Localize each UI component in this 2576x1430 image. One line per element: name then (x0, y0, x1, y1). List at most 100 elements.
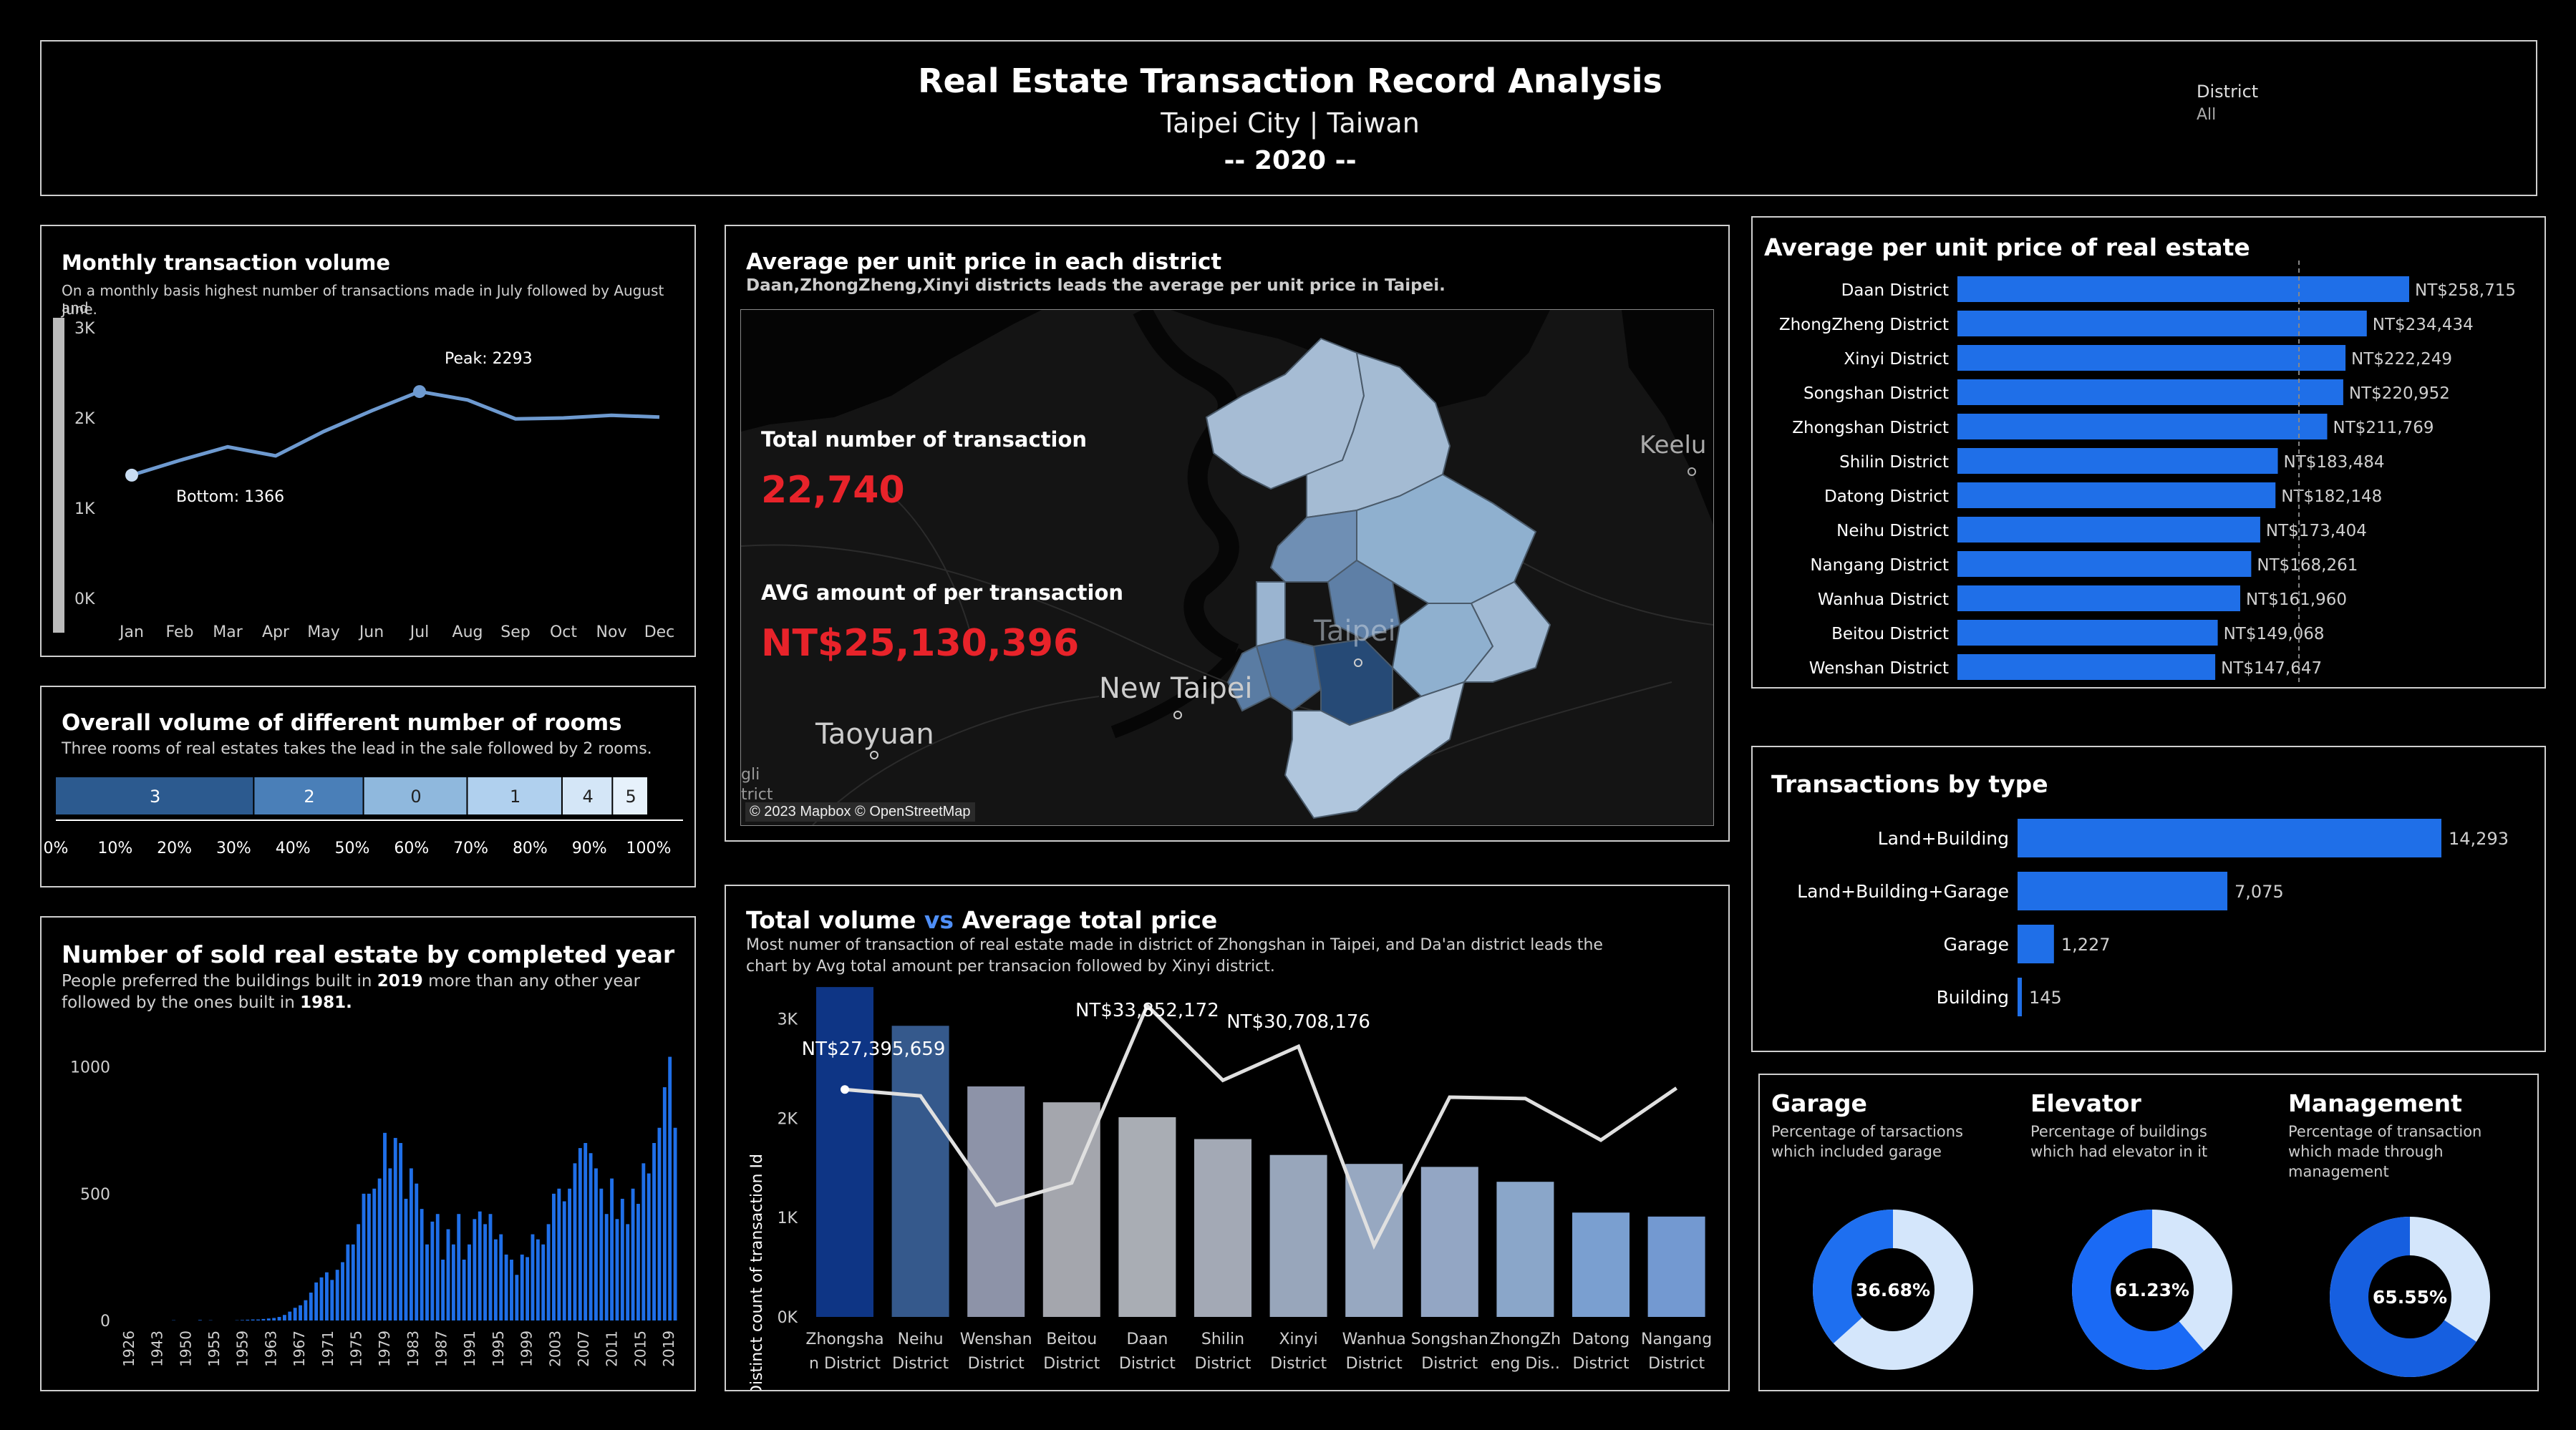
completed-year-bar[interactable] (319, 1277, 324, 1320)
completed-year-bar[interactable] (293, 1308, 297, 1320)
volume-bar[interactable] (1647, 1216, 1705, 1317)
completed-year-bar[interactable] (599, 1188, 604, 1320)
completed-year-bar[interactable] (446, 1229, 450, 1320)
volume-bar[interactable] (1496, 1182, 1554, 1317)
completed-year-bar[interactable] (393, 1137, 397, 1320)
completed-year-bar[interactable] (620, 1198, 624, 1320)
scroll-track[interactable] (53, 318, 64, 633)
donut-value-slice[interactable] (1813, 1210, 1893, 1344)
completed-year-bar[interactable] (526, 1257, 530, 1320)
map-attribution[interactable]: © 2023 Mapbox © OpenStreetMap (745, 802, 975, 822)
completed-year-bar[interactable] (673, 1127, 677, 1320)
avg-price-point[interactable] (841, 1085, 849, 1094)
completed-year-bar[interactable] (568, 1188, 572, 1320)
completed-year-bar[interactable] (388, 1168, 392, 1320)
completed-year-bar[interactable] (335, 1270, 339, 1320)
completed-year-bar[interactable] (657, 1127, 662, 1320)
type-bar[interactable] (2018, 978, 2023, 1016)
completed-year-bar[interactable] (510, 1259, 513, 1320)
unit-price-bar[interactable] (1957, 585, 2241, 611)
unit-price-bar[interactable] (1957, 448, 2278, 474)
unit-price-bar[interactable] (1957, 276, 2409, 302)
completed-year-bar[interactable] (573, 1163, 577, 1320)
completed-year-bar[interactable] (341, 1262, 344, 1320)
rooms-segment[interactable] (562, 777, 612, 814)
completed-year-bar[interactable] (377, 1178, 382, 1320)
completed-year-bar[interactable] (504, 1254, 508, 1320)
completed-year-bar[interactable] (531, 1234, 535, 1320)
completed-year-bar[interactable] (520, 1254, 524, 1320)
completed-year-bar[interactable] (473, 1219, 477, 1320)
completed-year-bar[interactable] (483, 1224, 488, 1320)
completed-year-bar[interactable] (557, 1188, 561, 1320)
completed-year-bar[interactable] (662, 1087, 667, 1320)
unit-price-bar[interactable] (1957, 482, 2276, 508)
completed-year-bar[interactable] (425, 1244, 429, 1320)
completed-year-bar[interactable] (441, 1259, 445, 1320)
unit-price-bar[interactable] (1957, 517, 2260, 543)
completed-year-bar[interactable] (383, 1132, 387, 1320)
completed-year-bar[interactable] (435, 1214, 440, 1320)
completed-year-bar[interactable] (515, 1275, 519, 1320)
completed-year-bar[interactable] (299, 1305, 302, 1320)
unit-price-bar[interactable] (1957, 311, 2367, 336)
completed-year-bar[interactable] (404, 1198, 408, 1320)
completed-year-bar[interactable] (552, 1193, 556, 1320)
completed-year-bar[interactable] (631, 1188, 635, 1320)
unit-price-bar[interactable] (1957, 654, 2216, 680)
completed-year-bar[interactable] (324, 1272, 329, 1320)
completed-year-bar[interactable] (399, 1143, 403, 1320)
completed-year-bar[interactable] (499, 1234, 503, 1320)
volume-bar[interactable] (816, 987, 873, 1317)
completed-year-bar[interactable] (288, 1311, 292, 1320)
rooms-segment[interactable] (254, 777, 363, 814)
unit-price-bar[interactable] (1957, 620, 2218, 646)
completed-year-bar[interactable] (636, 1204, 640, 1320)
completed-year-bar[interactable] (430, 1221, 435, 1320)
monthly-peak-point[interactable] (413, 385, 426, 399)
unit-price-bar[interactable] (1957, 551, 2252, 577)
rooms-segment[interactable] (56, 777, 253, 814)
map-view[interactable]: Keelu Taipei New Taipei Taoyuan gli tric… (740, 309, 1714, 826)
completed-year-bar[interactable] (277, 1317, 281, 1320)
completed-year-bar[interactable] (610, 1178, 614, 1320)
completed-year-bar[interactable] (314, 1282, 319, 1320)
unit-price-bar[interactable] (1957, 345, 2346, 371)
completed-year-bar[interactable] (309, 1293, 313, 1320)
completed-year-bar[interactable] (604, 1214, 609, 1320)
completed-year-bar[interactable] (536, 1239, 540, 1320)
type-bar[interactable] (2018, 819, 2441, 857)
completed-year-bar[interactable] (478, 1211, 482, 1320)
completed-year-bar[interactable] (562, 1201, 566, 1320)
type-bar[interactable] (2018, 872, 2228, 910)
volume-bar[interactable] (1194, 1139, 1251, 1317)
completed-year-bar[interactable] (457, 1214, 461, 1320)
district-filter-value[interactable]: All (2197, 106, 2217, 124)
completed-year-bar[interactable] (272, 1318, 276, 1320)
completed-year-bar[interactable] (420, 1209, 424, 1320)
volume-bar[interactable] (967, 1086, 1025, 1317)
district-filter[interactable]: District All (2197, 82, 2411, 139)
completed-year-bar[interactable] (626, 1224, 630, 1320)
volume-bar[interactable] (1572, 1212, 1630, 1317)
completed-year-bar[interactable] (541, 1244, 546, 1320)
completed-year-bar[interactable] (282, 1315, 286, 1320)
rooms-segment[interactable] (613, 777, 647, 814)
volume-bar[interactable] (1269, 1154, 1327, 1317)
unit-price-bar[interactable] (1957, 414, 2328, 439)
completed-year-bar[interactable] (351, 1244, 355, 1320)
completed-year-bar[interactable] (372, 1188, 377, 1320)
completed-year-bar[interactable] (362, 1193, 366, 1320)
rooms-segment[interactable] (364, 777, 467, 814)
completed-year-bar[interactable] (652, 1143, 657, 1320)
completed-year-bar[interactable] (266, 1318, 271, 1320)
completed-year-bar[interactable] (261, 1318, 266, 1320)
volume-bar[interactable] (1420, 1167, 1478, 1317)
completed-year-bar[interactable] (594, 1168, 598, 1320)
completed-year-bar[interactable] (367, 1193, 371, 1320)
completed-year-bar[interactable] (578, 1148, 582, 1320)
completed-year-bar[interactable] (357, 1224, 361, 1320)
completed-year-bar[interactable] (468, 1244, 471, 1320)
monthly-bottom-point[interactable] (125, 468, 138, 482)
completed-year-bar[interactable] (409, 1168, 413, 1320)
